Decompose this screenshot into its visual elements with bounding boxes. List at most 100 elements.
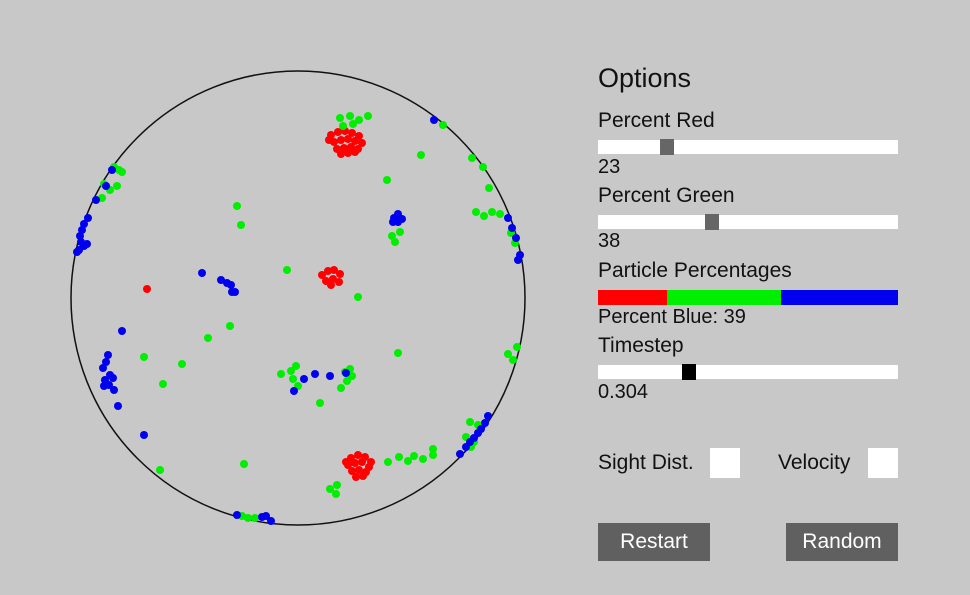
green-particle	[337, 384, 345, 392]
green-particle	[395, 453, 403, 461]
red-particle	[324, 267, 332, 275]
particles-layer	[73, 112, 524, 525]
percent-green-label: Percent Green	[598, 184, 735, 207]
percent-green-slider-thumb[interactable]	[705, 214, 719, 230]
percent-red-label: Percent Red	[598, 109, 715, 132]
green-particle	[159, 380, 167, 388]
green-particle	[287, 367, 295, 375]
green-particle	[429, 451, 437, 459]
green-particle	[417, 151, 425, 159]
blue-particle	[484, 412, 492, 420]
red-particle	[358, 139, 366, 147]
percent-red-slider[interactable]	[598, 139, 898, 155]
timestep-slider[interactable]	[598, 364, 898, 380]
green-particle	[513, 343, 521, 351]
red-particle	[143, 285, 151, 293]
blue-particle	[456, 450, 464, 458]
blue-particle	[258, 513, 266, 521]
green-particle	[346, 112, 354, 120]
green-particle	[396, 228, 404, 236]
green-particle	[466, 418, 474, 426]
particle-percentages-green-segment	[667, 290, 781, 305]
options-title: Options	[598, 63, 692, 93]
green-particle	[472, 208, 480, 216]
green-particle	[391, 238, 399, 246]
blue-particle	[109, 374, 117, 382]
blue-particle	[102, 358, 110, 366]
blue-particle	[217, 276, 225, 284]
blue-particle	[99, 364, 107, 372]
green-particle	[480, 212, 488, 220]
blue-particle	[430, 116, 438, 124]
red-particle	[344, 135, 352, 143]
red-particle	[352, 473, 360, 481]
red-particle	[318, 271, 326, 279]
sight-dist-input[interactable]	[710, 448, 740, 478]
particle-percentages-red-segment	[598, 290, 667, 305]
timestep-value: 0.304	[598, 381, 649, 403]
green-particle	[488, 208, 496, 216]
blue-particle	[481, 419, 489, 427]
blue-particle	[267, 517, 275, 525]
blue-particle	[83, 240, 91, 248]
blue-particle	[118, 327, 126, 335]
blue-particle	[514, 256, 522, 264]
timestep-label: Timestep	[598, 334, 684, 357]
red-particle	[336, 270, 344, 278]
green-particle	[289, 375, 297, 383]
green-particle	[348, 372, 356, 380]
green-particle	[115, 166, 123, 174]
red-particle	[351, 459, 359, 467]
green-particle	[419, 455, 427, 463]
particle-percentages-label: Particle Percentages	[598, 259, 792, 282]
blue-particle	[140, 431, 148, 439]
green-particle	[384, 458, 392, 466]
blue-particle	[233, 511, 241, 519]
random-button[interactable]: Random	[786, 523, 898, 561]
blue-particle	[512, 234, 520, 242]
green-particle	[332, 490, 340, 498]
red-particle	[348, 467, 356, 475]
red-particle	[351, 148, 359, 156]
green-particle	[156, 466, 164, 474]
green-particle	[354, 293, 362, 301]
red-particle	[337, 136, 345, 144]
blue-particle	[198, 269, 206, 277]
percent-green-slider[interactable]	[598, 214, 898, 230]
restart-button[interactable]: Restart	[598, 523, 710, 561]
green-particle	[429, 445, 437, 453]
green-particle	[333, 481, 341, 489]
sight-dist-label: Sight Dist.	[598, 451, 694, 474]
red-particle	[342, 458, 350, 466]
blue-particle	[508, 224, 516, 232]
green-particle	[113, 182, 121, 190]
green-particle	[178, 360, 186, 368]
green-particle	[336, 114, 344, 122]
red-particle	[348, 129, 356, 137]
green-particle	[343, 377, 351, 385]
blue-particle	[504, 214, 512, 222]
percent-red-slider-thumb[interactable]	[660, 139, 674, 155]
green-particle	[504, 350, 512, 358]
red-particle	[358, 458, 366, 466]
green-particle	[237, 221, 245, 229]
timestep-slider-thumb[interactable]	[682, 364, 696, 380]
green-particle	[277, 370, 285, 378]
red-particle	[355, 466, 363, 474]
velocity-input[interactable]	[868, 448, 898, 478]
blue-particle	[108, 166, 116, 174]
blue-particle	[92, 196, 100, 204]
green-particle	[226, 322, 234, 330]
green-particle	[468, 154, 476, 162]
blue-particle	[110, 386, 118, 394]
blue-particle	[462, 443, 470, 451]
green-particle	[204, 334, 212, 342]
blue-particle	[114, 402, 122, 410]
green-particle	[233, 202, 241, 210]
red-particle	[351, 137, 359, 145]
red-particle	[334, 128, 342, 136]
green-particle	[383, 176, 391, 184]
blue-particle	[100, 382, 108, 390]
simulation-canvas	[70, 70, 526, 526]
blue-particle	[311, 370, 319, 378]
